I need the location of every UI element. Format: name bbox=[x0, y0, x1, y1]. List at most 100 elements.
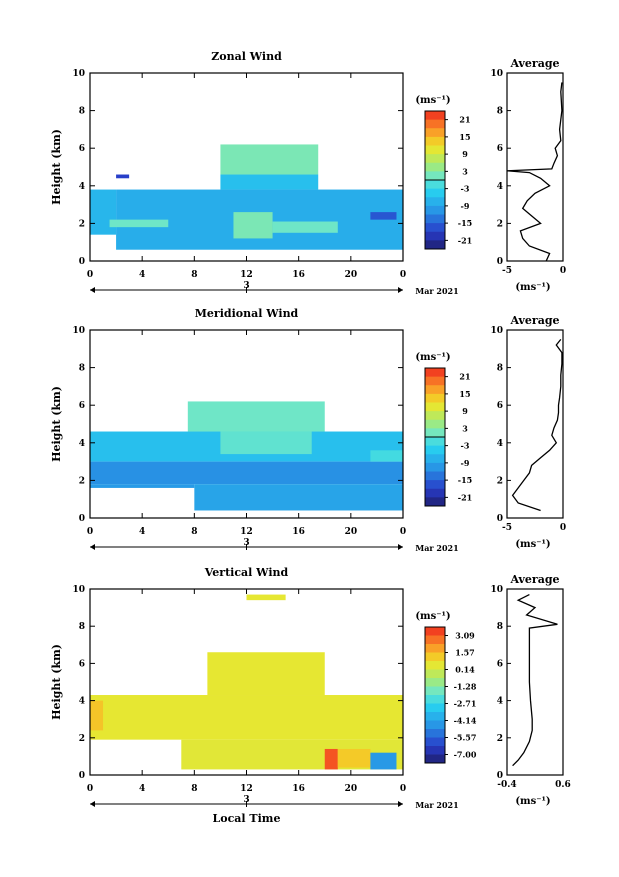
colorbar-segment bbox=[425, 720, 445, 730]
colorbar-segment bbox=[425, 136, 445, 146]
date-marker: 3 bbox=[243, 281, 249, 291]
colorbar-segment bbox=[425, 197, 445, 207]
average-x-label: (ms⁻¹) bbox=[515, 796, 550, 807]
colorbar-segment bbox=[425, 188, 445, 198]
average-y-tick-label: 6 bbox=[497, 401, 503, 411]
x-tick-label: 12 bbox=[240, 527, 253, 537]
colorbar-tick-label: 21 bbox=[459, 372, 470, 382]
colorbar-segment bbox=[425, 154, 445, 164]
colorbar-segment bbox=[425, 488, 445, 498]
average-x-tick-label: -5 bbox=[502, 523, 512, 533]
average-x-tick-label: -5 bbox=[502, 266, 512, 276]
colorbar-segment bbox=[425, 754, 445, 764]
colorbar-unit: (ms⁻¹) bbox=[415, 95, 450, 106]
average-profile-line bbox=[511, 338, 563, 512]
colorbar-tick-label: 3 bbox=[462, 166, 468, 176]
colorbar-segment bbox=[425, 119, 445, 129]
average-frame bbox=[506, 72, 564, 262]
average-y-tick-label: 4 bbox=[497, 697, 503, 707]
heatmap-cell bbox=[90, 461, 403, 485]
heatmap-cell bbox=[90, 700, 104, 731]
colorbar-segment bbox=[425, 729, 445, 738]
colorbar-tick-label: 3.09 bbox=[455, 631, 475, 641]
colorbar-segment bbox=[425, 214, 445, 224]
heatmap-cell bbox=[233, 212, 273, 239]
colorbar-segment bbox=[425, 737, 445, 747]
date-marker: 3 bbox=[243, 538, 249, 548]
colorbar-segment bbox=[425, 445, 445, 455]
colorbar-segment bbox=[425, 385, 445, 395]
colorbar-segment bbox=[425, 686, 445, 696]
average-y-tick-label: 10 bbox=[490, 326, 503, 336]
colorbar-segment bbox=[425, 669, 445, 679]
colorbar-segment bbox=[425, 635, 445, 645]
colorbar-tick-label: 3 bbox=[462, 423, 468, 433]
x-tick-label: 20 bbox=[345, 527, 358, 537]
heatmap-cell bbox=[207, 652, 325, 696]
y-tick-label: 4 bbox=[79, 697, 85, 707]
date-arrow-left bbox=[90, 544, 95, 550]
colorbar-segment bbox=[425, 162, 445, 172]
colorbar-tick-label: 9 bbox=[462, 406, 468, 416]
heatmap-cell bbox=[370, 212, 397, 220]
x-tick-label: 0 bbox=[400, 784, 406, 794]
colorbar-segment bbox=[425, 223, 445, 233]
average-title: Average bbox=[509, 573, 559, 586]
colorbar-segment bbox=[425, 480, 445, 490]
colorbar-tick-label: -4.14 bbox=[454, 716, 477, 726]
colorbar-segment bbox=[425, 678, 445, 687]
colorbar-segment bbox=[425, 411, 445, 421]
average-x-tick-label: -0.4 bbox=[497, 780, 516, 790]
heatmap-cell bbox=[109, 219, 169, 228]
colorbar-tick-label: -15 bbox=[458, 475, 472, 485]
average-frame bbox=[506, 329, 564, 519]
x-tick-label: 16 bbox=[292, 784, 305, 794]
colorbar-segment bbox=[425, 437, 445, 447]
heatmap-cell bbox=[194, 484, 403, 511]
heatmap-cell bbox=[246, 594, 286, 601]
colorbar-segment bbox=[425, 393, 445, 403]
x-tick-label: 4 bbox=[139, 784, 145, 794]
average-y-tick-label: 4 bbox=[497, 182, 503, 192]
colorbar-unit: (ms⁻¹) bbox=[415, 611, 450, 622]
colorbar-tick-label: -9 bbox=[461, 458, 470, 468]
x-tick-label: 8 bbox=[191, 527, 197, 537]
colorbar-segment bbox=[425, 497, 445, 507]
colorbar-segment bbox=[425, 240, 445, 250]
date-label: Mar 2021 bbox=[415, 800, 458, 810]
average-y-tick-label: 0 bbox=[497, 771, 503, 781]
y-tick-label: 8 bbox=[79, 622, 85, 632]
colorbar-segment bbox=[425, 703, 445, 713]
y-axis-label: Height (km) bbox=[50, 644, 63, 720]
heatmap-cell bbox=[220, 144, 319, 175]
y-tick-label: 0 bbox=[79, 257, 85, 267]
x-tick-label: 8 bbox=[191, 784, 197, 794]
average-x-tick-label: 0 bbox=[560, 523, 566, 533]
colorbar-segment bbox=[425, 627, 445, 636]
colorbar-segment bbox=[425, 111, 445, 121]
x-tick-label: 12 bbox=[240, 270, 253, 280]
heatmap-cell bbox=[116, 174, 130, 179]
y-tick-label: 2 bbox=[79, 219, 85, 229]
colorbar-tick-label: 21 bbox=[459, 115, 470, 125]
colorbar-tick-label: 15 bbox=[459, 389, 470, 399]
y-tick-label: 2 bbox=[79, 734, 85, 744]
date-label: Mar 2021 bbox=[415, 543, 458, 553]
date-arrow-left bbox=[90, 801, 95, 807]
colorbar-segment bbox=[425, 712, 445, 721]
heatmap-cell bbox=[220, 174, 319, 190]
x-axis-label: Local Time bbox=[213, 812, 281, 825]
y-axis-label: Height (km) bbox=[50, 386, 63, 462]
x-tick-label: 0 bbox=[400, 270, 406, 280]
colorbar-segment bbox=[425, 462, 445, 472]
average-y-tick-label: 4 bbox=[497, 439, 503, 449]
average-y-tick-label: 0 bbox=[497, 257, 503, 267]
date-arrow-left bbox=[90, 287, 95, 293]
y-tick-label: 4 bbox=[79, 439, 85, 449]
average-y-tick-label: 10 bbox=[490, 69, 503, 79]
average-x-label: (ms⁻¹) bbox=[515, 539, 550, 550]
colorbar-segment bbox=[425, 428, 445, 438]
